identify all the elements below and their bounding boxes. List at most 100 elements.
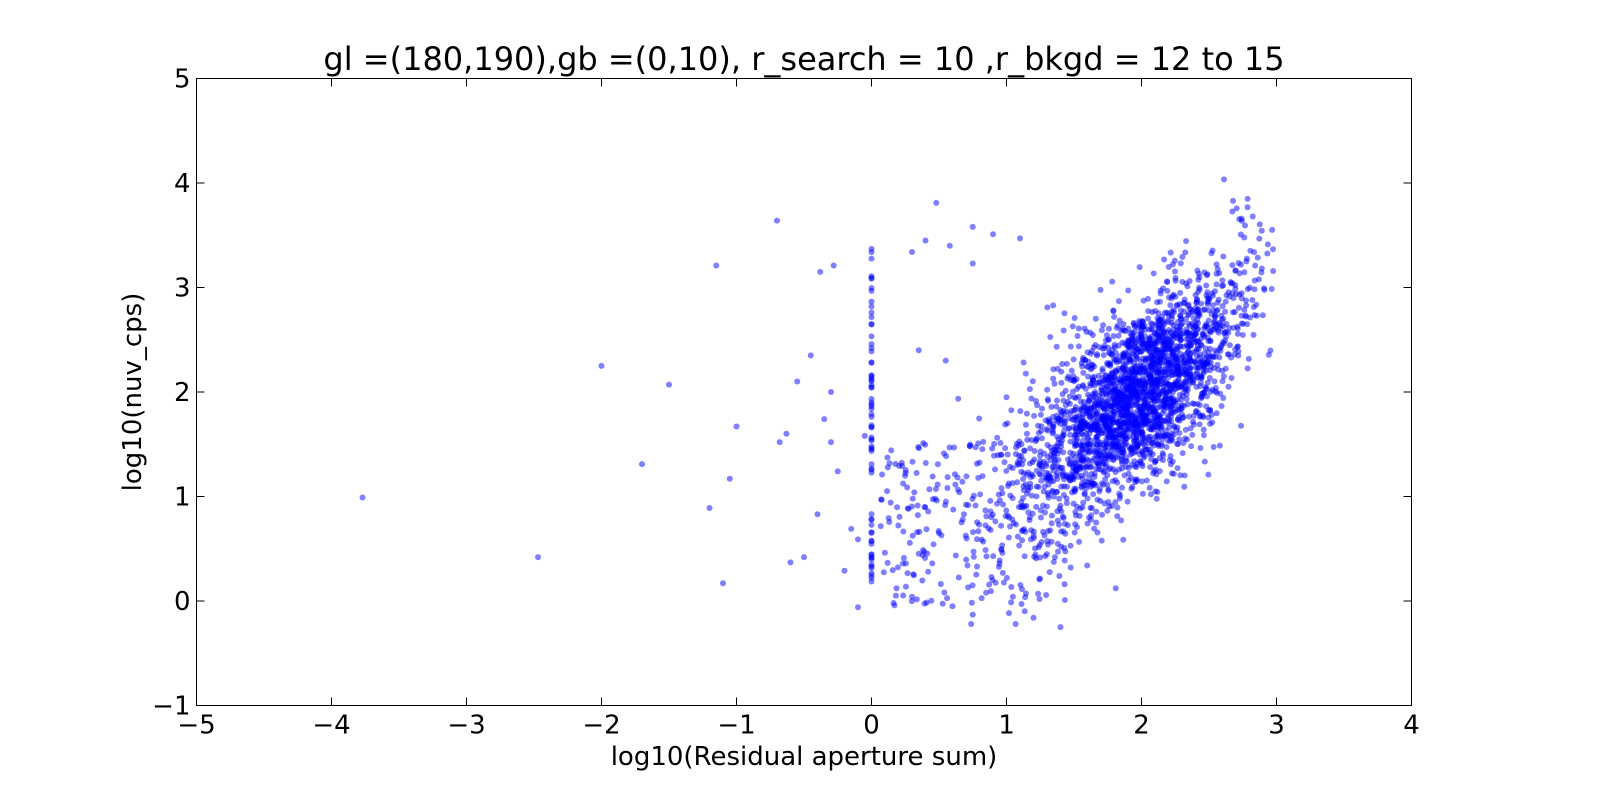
scatter-point <box>1083 410 1090 417</box>
scatter-point <box>1182 435 1189 442</box>
scatter-point <box>1110 416 1117 423</box>
scatter-point <box>949 603 956 610</box>
scatter-point <box>1269 226 1276 233</box>
scatter-point <box>1131 344 1138 351</box>
scatter-point <box>1244 365 1251 372</box>
scatter-point <box>914 512 921 519</box>
scatter-point <box>1201 306 1208 313</box>
scatter-point <box>1190 315 1197 322</box>
scatter-point <box>902 583 909 590</box>
scatter-point <box>1008 599 1015 606</box>
scatter-point <box>1042 553 1049 560</box>
scatter-point <box>902 467 909 474</box>
x-tick-label: −5 <box>177 711 215 741</box>
scatter-point <box>977 491 984 498</box>
scatter-point <box>1044 541 1051 548</box>
scatter-point <box>1135 394 1142 401</box>
scatter-point <box>1264 241 1271 248</box>
scatter-point <box>1007 492 1014 499</box>
scatter-point <box>1075 431 1082 438</box>
scatter-point <box>1021 447 1028 454</box>
scatter-point <box>1185 347 1192 354</box>
scatter-point <box>706 504 713 511</box>
scatter-point <box>1234 343 1241 350</box>
scatter-point <box>1216 354 1223 361</box>
scatter-point <box>1058 543 1065 550</box>
scatter-point <box>1243 313 1250 320</box>
scatter-point <box>1238 422 1245 429</box>
scatter-point <box>973 536 980 543</box>
scatter-point <box>1109 278 1116 285</box>
scatter-point <box>1073 442 1080 449</box>
scatter-point <box>955 395 962 402</box>
scatter-point <box>1221 330 1228 337</box>
scatter-point <box>1070 473 1077 480</box>
scatter-point <box>1244 204 1251 211</box>
scatter-point <box>1114 504 1121 511</box>
x-tick-label: 1 <box>998 711 1015 741</box>
scatter-point <box>868 516 875 523</box>
scatter-point <box>1026 514 1033 521</box>
scatter-point <box>1161 397 1168 404</box>
x-tick-label: 3 <box>1268 711 1285 741</box>
scatter-point <box>1079 504 1086 511</box>
scatter-point <box>1184 343 1191 350</box>
y-tick-label: 5 <box>174 65 191 95</box>
scatter-point <box>1061 557 1068 564</box>
scatter-point <box>1109 478 1116 485</box>
scatter-point <box>1081 491 1088 498</box>
scatter-point <box>1156 415 1163 422</box>
scatter-point <box>1104 507 1111 514</box>
scatter-point <box>1145 315 1152 322</box>
scatter-point <box>1229 262 1236 269</box>
scatter-point <box>1137 389 1144 396</box>
scatter-point <box>1183 370 1190 377</box>
scatter-point <box>1161 256 1168 263</box>
scatter-point <box>1018 468 1025 475</box>
scatter-point <box>1060 514 1067 521</box>
scatter-point <box>1179 354 1186 361</box>
scatter-point <box>1052 443 1059 450</box>
scatter-point <box>1063 360 1070 367</box>
scatter-point <box>868 422 875 429</box>
scatter-point <box>1037 448 1044 455</box>
scatter-point <box>1129 483 1136 490</box>
scatter-point <box>1022 481 1029 488</box>
scatter-point <box>1120 419 1127 426</box>
scatter-point <box>1080 399 1087 406</box>
scatter-point <box>1061 520 1068 527</box>
scatter-point <box>1200 426 1207 433</box>
scatter-point <box>955 574 962 581</box>
scatter-point <box>1147 433 1154 440</box>
scatter-point <box>1175 376 1182 383</box>
scatter-point <box>1008 583 1015 590</box>
scatter-point <box>999 542 1006 549</box>
scatter-point <box>955 486 962 493</box>
scatter-point <box>887 499 894 506</box>
scatter-point <box>1158 443 1165 450</box>
scatter-point <box>1251 249 1258 256</box>
scatter-point <box>1108 502 1115 509</box>
scatter-point <box>1092 342 1099 349</box>
scatter-point <box>1238 290 1245 297</box>
scatter-point <box>1143 477 1150 484</box>
scatter-point <box>868 448 875 455</box>
scatter-point <box>925 508 932 515</box>
scatter-point <box>1090 491 1097 498</box>
scatter-point <box>1047 457 1054 464</box>
scatter-point <box>1133 463 1140 470</box>
scatter-point <box>1125 423 1132 430</box>
scatter-point <box>969 260 976 267</box>
scatter-point <box>1091 525 1098 532</box>
scatter-point <box>1139 422 1146 429</box>
scatter-point <box>940 450 947 457</box>
scatter-point <box>1163 478 1170 485</box>
scatter-point <box>972 444 979 451</box>
scatter-point <box>1043 591 1050 598</box>
scatter-point <box>988 514 995 521</box>
scatter-point <box>1169 409 1176 416</box>
scatter-point <box>1141 453 1148 460</box>
scatter-point <box>952 481 959 488</box>
scatter-point <box>1044 304 1051 311</box>
